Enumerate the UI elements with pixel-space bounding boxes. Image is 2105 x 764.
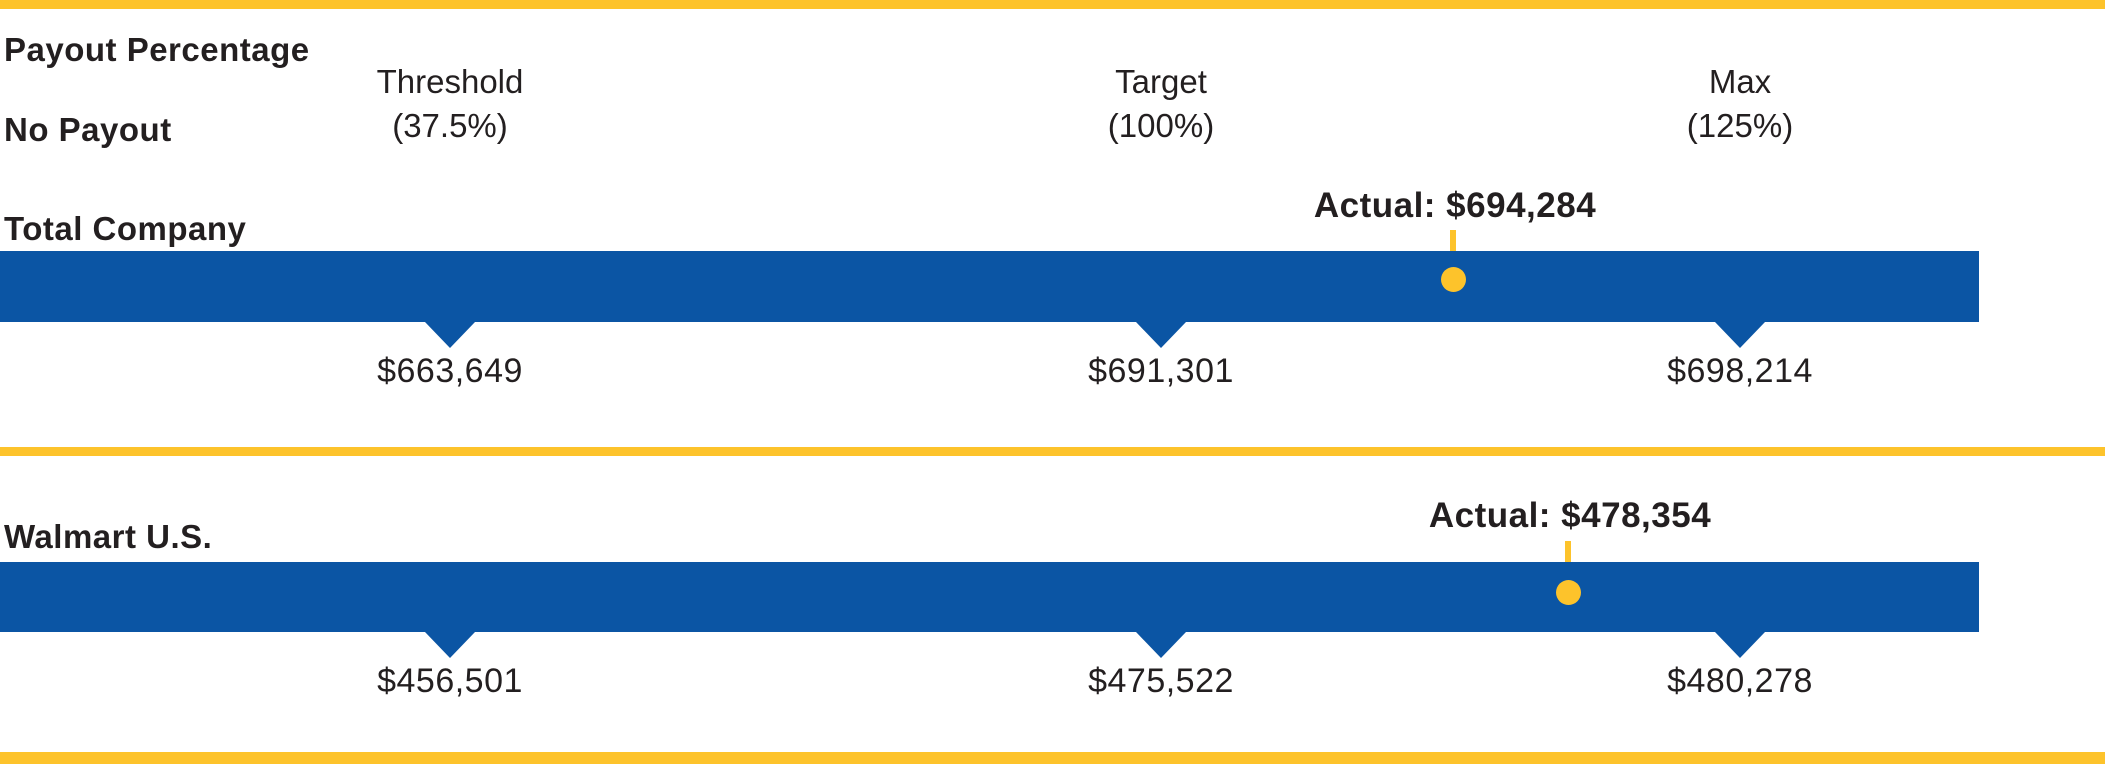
actual-marker-dot-icon [1441, 267, 1466, 292]
target-label: Target [1115, 63, 1207, 100]
target-percent: (100%) [1107, 107, 1215, 144]
bottom-divider-band [0, 752, 2105, 764]
actual-value-label-total-company: Actual: $694,284 [1313, 186, 1597, 225]
bar-walmart-us [0, 562, 1979, 632]
max-notch-icon [1715, 322, 1765, 348]
max-label: Max [1708, 63, 1772, 100]
row-label-total-company: Total Company [4, 210, 247, 247]
bar-total-company [0, 251, 1979, 322]
target-notch-icon [1136, 322, 1186, 348]
max-value-total-company: $698,214 [1667, 352, 1813, 390]
actual-marker-dot-icon [1556, 580, 1581, 605]
threshold-label: Threshold [376, 63, 524, 100]
target-value-walmart-us: $475,522 [1088, 662, 1234, 700]
threshold-notch-icon [425, 322, 475, 348]
column-header-target: Target (100%) [981, 60, 1341, 148]
actual-marker-stick-icon [1450, 230, 1456, 270]
column-header-max: Max (125%) [1560, 60, 1920, 148]
column-header-threshold: Threshold (37.5%) [270, 60, 630, 148]
threshold-value-walmart-us: $456,501 [377, 662, 523, 700]
middle-divider-band [0, 447, 2105, 456]
no-payout-label: No Payout [4, 111, 172, 148]
threshold-percent: (37.5%) [392, 107, 508, 144]
target-notch-icon [1136, 632, 1186, 658]
top-divider-band [0, 0, 2105, 9]
threshold-notch-icon [425, 632, 475, 658]
max-value-walmart-us: $480,278 [1667, 662, 1813, 700]
chart-title: Payout Percentage [4, 31, 310, 68]
target-value-total-company: $691,301 [1088, 352, 1234, 390]
max-percent: (125%) [1686, 107, 1794, 144]
max-notch-icon [1715, 632, 1765, 658]
actual-value-label-walmart-us: Actual: $478,354 [1428, 496, 1712, 535]
row-label-walmart-us: Walmart U.S. [4, 518, 213, 555]
threshold-value-total-company: $663,649 [377, 352, 523, 390]
actual-marker-stick-icon [1565, 541, 1571, 581]
